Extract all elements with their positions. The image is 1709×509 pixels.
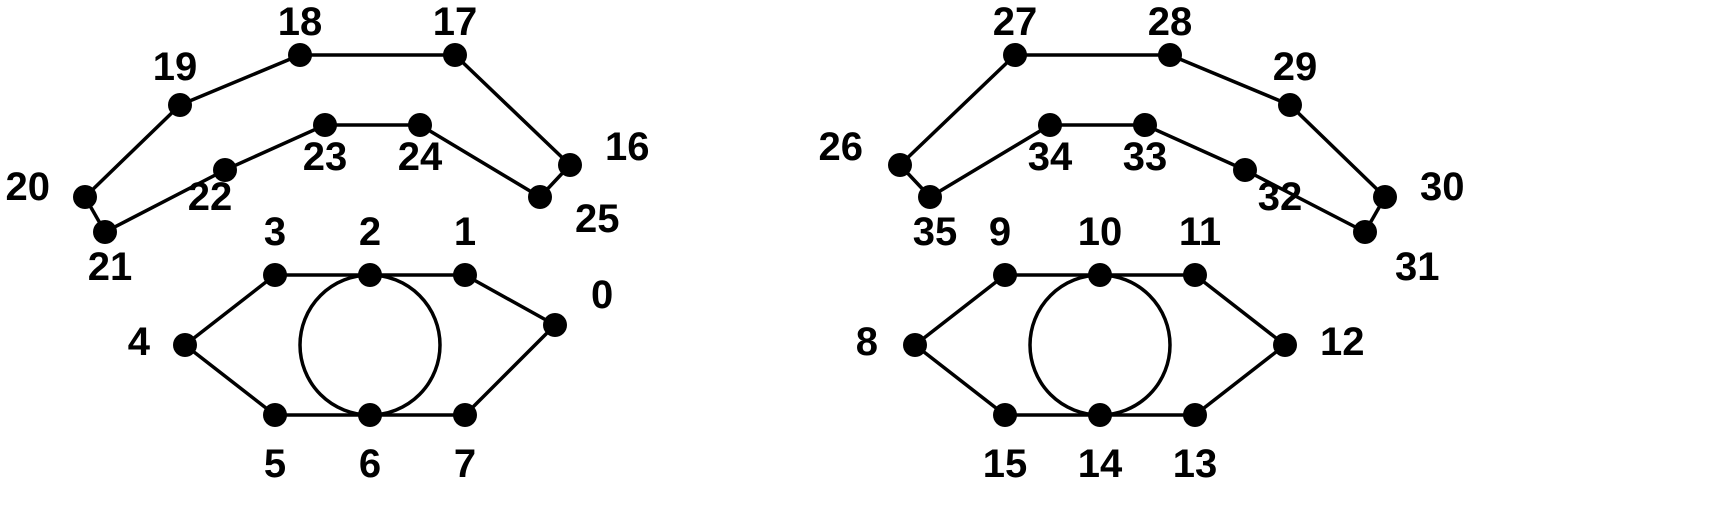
landmark-diagram: 0123456789101112131415161718192021222324… [0,0,1709,509]
landmark-label: 30 [1420,165,1465,209]
iris-circle [1030,275,1170,415]
landmark-node [1003,43,1027,67]
edge [915,345,1005,415]
landmark-node [288,43,312,67]
landmark-label: 20 [6,165,51,209]
landmark-label: 27 [993,0,1038,44]
landmark-node [168,93,192,117]
landmark-node [358,263,382,287]
landmark-label: 25 [575,197,620,241]
landmark-node [263,263,287,287]
landmark-node [1088,403,1112,427]
landmark-label: 3 [264,210,286,254]
landmark-node [1158,43,1182,67]
edge [900,55,1015,165]
landmark-node [918,185,942,209]
edge [85,105,180,197]
landmark-node [73,185,97,209]
iris-group [300,275,1170,415]
edge [1290,105,1385,197]
landmark-label: 11 [1179,210,1221,254]
landmark-node [558,153,582,177]
landmark-node [173,333,197,357]
landmark-label: 4 [128,320,151,364]
landmark-label: 21 [88,245,133,289]
landmark-label: 19 [153,45,198,89]
label-group: 0123456789101112131415161718192021222324… [6,0,1465,486]
landmark-node [1278,93,1302,117]
landmark-node [1088,263,1112,287]
edge [455,55,570,165]
landmark-node [888,153,912,177]
landmark-label: 23 [303,135,348,179]
landmark-node [1353,220,1377,244]
landmark-label: 1 [454,210,476,254]
landmark-node [93,220,117,244]
landmark-label: 34 [1028,135,1073,179]
landmark-node [1038,113,1062,137]
landmark-node [1183,263,1207,287]
landmark-node [903,333,927,357]
landmark-node [528,185,552,209]
landmark-label: 17 [433,0,478,44]
edge [185,275,275,345]
landmark-label: 13 [1173,442,1218,486]
edge [465,275,555,325]
landmark-label: 24 [398,135,443,179]
landmark-node [993,403,1017,427]
landmark-node [358,403,382,427]
landmark-label: 10 [1078,210,1123,254]
edge [915,275,1005,345]
landmark-node [453,263,477,287]
edge [185,345,275,415]
landmark-node [1273,333,1297,357]
edge [1195,345,1285,415]
landmark-label: 6 [359,442,381,486]
landmark-node [453,403,477,427]
landmark-label: 29 [1273,45,1318,89]
landmark-label: 22 [188,175,233,219]
landmark-label: 33 [1123,135,1168,179]
landmark-label: 31 [1395,245,1440,289]
landmark-node [543,313,567,337]
landmark-node [1133,113,1157,137]
edge [465,325,555,415]
landmark-label: 7 [454,442,476,486]
landmark-label: 14 [1078,442,1123,486]
landmark-label: 12 [1320,320,1365,364]
landmark-label: 26 [819,125,864,169]
landmark-node [313,113,337,137]
landmark-label: 15 [983,442,1028,486]
landmark-label: 9 [989,210,1011,254]
landmark-label: 32 [1258,175,1303,219]
landmark-node [1373,185,1397,209]
landmark-label: 18 [278,0,323,44]
landmark-label: 16 [605,125,650,169]
landmark-node [1233,158,1257,182]
landmark-node [1183,403,1207,427]
landmark-label: 8 [856,320,878,364]
landmark-label: 0 [591,273,613,317]
landmark-node [443,43,467,67]
edge [180,55,300,105]
landmark-node [263,403,287,427]
landmark-node [408,113,432,137]
landmark-node [993,263,1017,287]
landmark-label: 2 [359,210,381,254]
landmark-label: 35 [913,210,958,254]
landmark-label: 28 [1148,0,1193,44]
iris-circle [300,275,440,415]
landmark-label: 5 [264,442,286,486]
edge [1195,275,1285,345]
